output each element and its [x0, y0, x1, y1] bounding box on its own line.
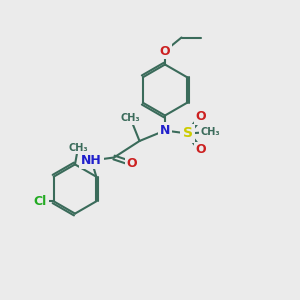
- Text: O: O: [196, 143, 206, 157]
- Text: S: S: [182, 127, 193, 140]
- Text: NH: NH: [81, 154, 102, 167]
- Text: O: O: [127, 157, 137, 170]
- Text: CH₃: CH₃: [200, 127, 220, 137]
- Text: Cl: Cl: [34, 195, 47, 208]
- Text: O: O: [160, 44, 170, 58]
- Text: O: O: [196, 110, 206, 124]
- Text: N: N: [160, 124, 170, 137]
- Text: CH₃: CH₃: [68, 143, 88, 153]
- Text: CH₃: CH₃: [121, 113, 140, 124]
